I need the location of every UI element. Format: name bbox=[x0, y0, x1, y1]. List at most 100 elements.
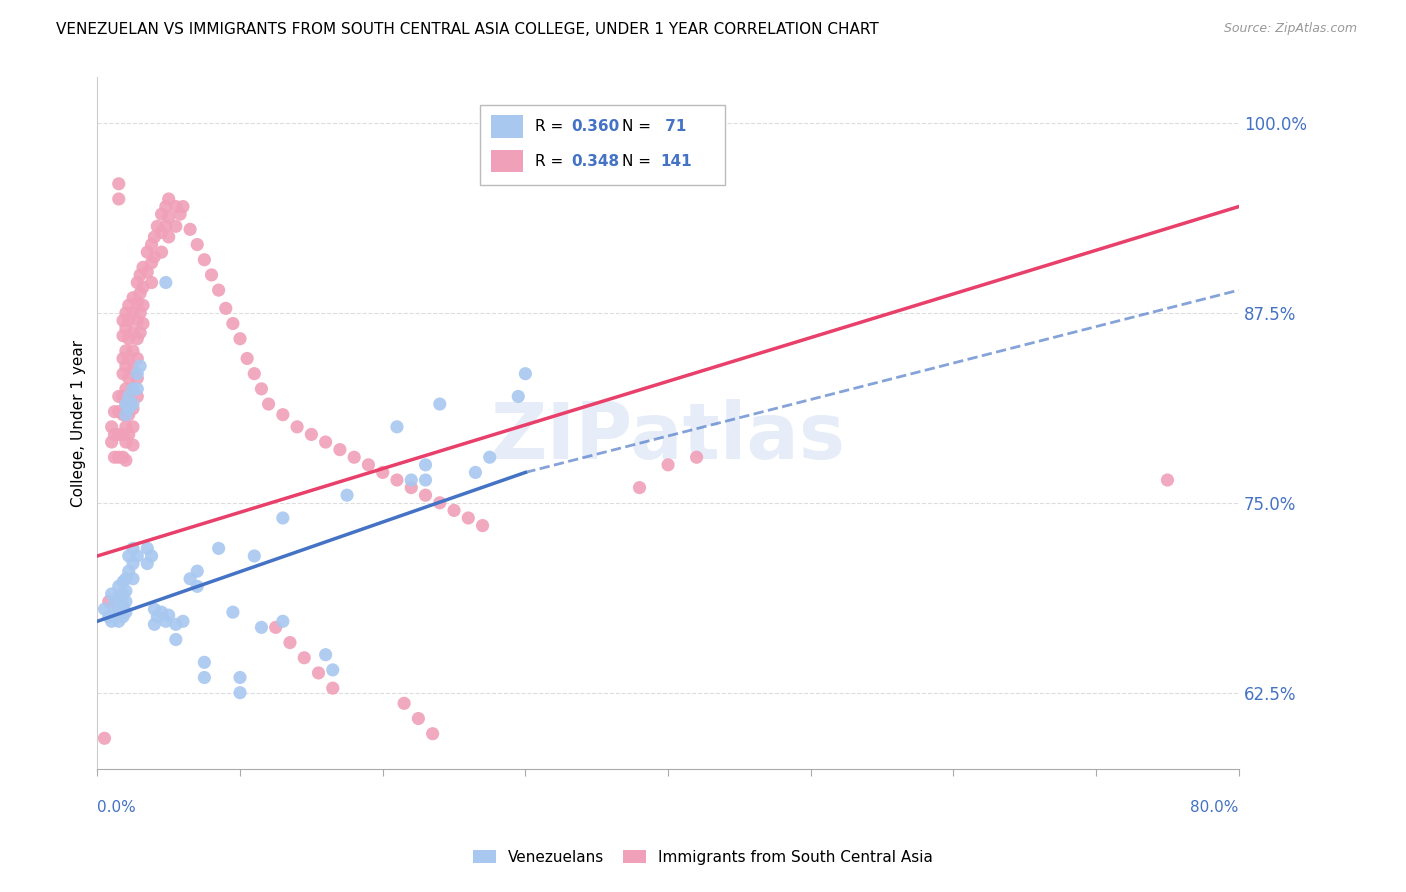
Point bbox=[285, 420, 308, 434]
Point bbox=[157, 192, 180, 206]
Point bbox=[129, 326, 152, 340]
Point bbox=[457, 511, 479, 525]
Point bbox=[408, 712, 430, 726]
Point bbox=[115, 397, 138, 411]
Point bbox=[315, 435, 337, 450]
Point bbox=[103, 605, 125, 619]
Point bbox=[264, 620, 287, 634]
Point bbox=[122, 382, 145, 396]
Point bbox=[129, 306, 152, 320]
Point bbox=[127, 351, 149, 366]
Point bbox=[141, 549, 163, 563]
Point bbox=[143, 250, 166, 264]
Point bbox=[127, 382, 149, 396]
Point bbox=[122, 306, 145, 320]
Point bbox=[132, 260, 155, 275]
Point bbox=[141, 256, 163, 270]
Point bbox=[308, 665, 330, 680]
Point bbox=[115, 572, 138, 586]
Text: N =: N = bbox=[623, 153, 657, 169]
Point bbox=[118, 401, 141, 416]
Point bbox=[122, 326, 145, 340]
Point bbox=[415, 473, 437, 487]
Point bbox=[229, 332, 252, 346]
Point bbox=[115, 594, 138, 608]
Point bbox=[118, 389, 141, 403]
FancyBboxPatch shape bbox=[479, 105, 725, 185]
Point bbox=[150, 245, 173, 260]
Point bbox=[115, 343, 138, 358]
Text: R =: R = bbox=[534, 119, 568, 134]
Point bbox=[100, 420, 122, 434]
Point bbox=[657, 458, 679, 472]
Point bbox=[229, 671, 252, 685]
Point bbox=[107, 177, 129, 191]
Point bbox=[118, 427, 141, 442]
Point bbox=[122, 557, 145, 571]
Point bbox=[143, 617, 166, 632]
Point bbox=[122, 541, 145, 556]
Point bbox=[243, 367, 266, 381]
Point bbox=[371, 466, 394, 480]
Point bbox=[122, 382, 145, 396]
Bar bbox=[491, 115, 523, 137]
Point bbox=[464, 466, 486, 480]
Text: VENEZUELAN VS IMMIGRANTS FROM SOUTH CENTRAL ASIA COLLEGE, UNDER 1 YEAR CORRELATI: VENEZUELAN VS IMMIGRANTS FROM SOUTH CENT… bbox=[56, 22, 879, 37]
Point bbox=[112, 609, 135, 624]
Point bbox=[115, 321, 138, 335]
Point bbox=[107, 579, 129, 593]
Point bbox=[127, 389, 149, 403]
Point bbox=[115, 408, 138, 422]
Point bbox=[478, 450, 501, 465]
Point bbox=[422, 727, 444, 741]
Point bbox=[1156, 473, 1178, 487]
Text: Source: ZipAtlas.com: Source: ZipAtlas.com bbox=[1223, 22, 1357, 36]
Point bbox=[193, 671, 215, 685]
Point bbox=[271, 408, 294, 422]
Point bbox=[429, 496, 451, 510]
Point bbox=[107, 192, 129, 206]
Point bbox=[97, 594, 120, 608]
Point bbox=[146, 219, 169, 234]
Point bbox=[118, 389, 141, 403]
Point bbox=[399, 473, 422, 487]
Point bbox=[471, 518, 494, 533]
Point bbox=[329, 442, 352, 457]
Point bbox=[122, 401, 145, 416]
Point bbox=[112, 408, 135, 422]
Point bbox=[169, 207, 191, 221]
Point bbox=[100, 587, 122, 601]
Point bbox=[93, 731, 115, 746]
Point bbox=[243, 549, 266, 563]
Point bbox=[271, 511, 294, 525]
Point bbox=[112, 313, 135, 327]
Point bbox=[628, 481, 651, 495]
Point bbox=[112, 367, 135, 381]
Point bbox=[122, 420, 145, 434]
Point bbox=[157, 210, 180, 224]
Point bbox=[115, 435, 138, 450]
Text: 141: 141 bbox=[659, 153, 692, 169]
Point bbox=[141, 237, 163, 252]
Point bbox=[186, 237, 208, 252]
Point bbox=[385, 420, 408, 434]
Point bbox=[127, 276, 149, 290]
Point bbox=[141, 276, 163, 290]
Point bbox=[107, 389, 129, 403]
Point bbox=[157, 608, 180, 623]
Point bbox=[155, 615, 177, 629]
Point bbox=[129, 359, 152, 373]
Point bbox=[118, 564, 141, 578]
Point bbox=[336, 488, 359, 502]
Point bbox=[127, 313, 149, 327]
Point bbox=[136, 265, 159, 279]
Text: 0.348: 0.348 bbox=[571, 153, 619, 169]
Point bbox=[118, 408, 141, 422]
Point bbox=[107, 427, 129, 442]
Point bbox=[112, 351, 135, 366]
Point bbox=[292, 650, 315, 665]
Text: 0.360: 0.360 bbox=[571, 119, 619, 134]
Point bbox=[100, 435, 122, 450]
Point bbox=[118, 313, 141, 327]
Point bbox=[165, 219, 187, 234]
